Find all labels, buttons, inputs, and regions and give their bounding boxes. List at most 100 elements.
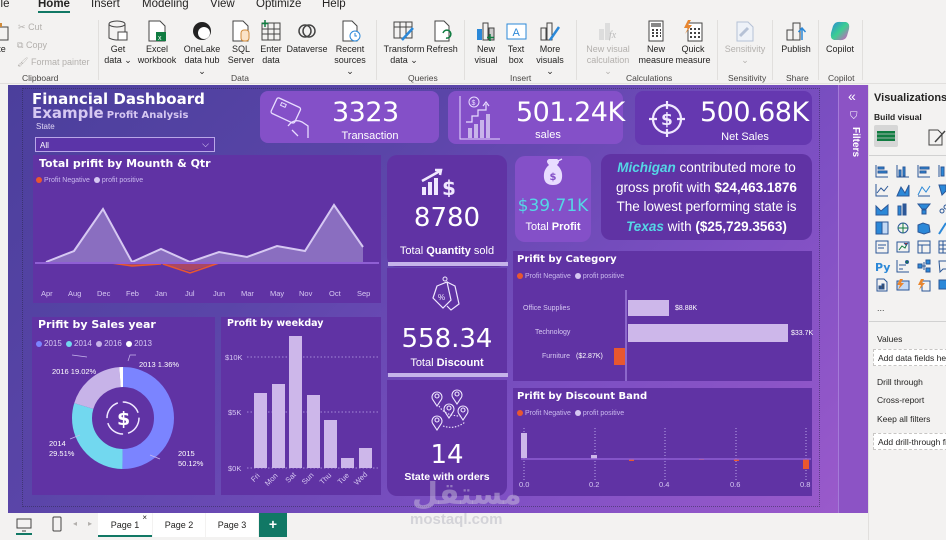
ribbon-tabs: ile Home Insert Modeling View Optimize H… <box>0 0 946 16</box>
copy-button[interactable]: ⧉ Copy <box>17 40 47 50</box>
divider <box>98 20 99 80</box>
get-data-button[interactable]: Get data ⌄ <box>104 20 132 66</box>
keep-all-filters-toggle-label[interactable]: Keep all filters <box>877 414 931 424</box>
paste-icon <box>0 20 16 42</box>
publish-icon <box>785 20 807 42</box>
page-tab-3[interactable]: Page 3 <box>206 513 258 537</box>
tab-help[interactable]: Help <box>322 0 346 10</box>
new-visual-calculation-button[interactable]: fx New visual calculation ⌄ <box>582 20 634 77</box>
filter-icon: ⛉ <box>850 111 858 122</box>
format-visual-tab[interactable] <box>927 127 946 147</box>
visual-calculation-icon: fx <box>597 20 619 42</box>
enter-data-button[interactable]: Enter data <box>257 20 285 66</box>
card-total-profit: $ $39.71K Total Profit <box>515 156 591 242</box>
brush-icon: 🖌 <box>17 57 29 67</box>
svg-text:$: $ <box>472 100 476 107</box>
phone-icon <box>52 516 62 532</box>
tab-home[interactable]: Home <box>38 0 70 13</box>
more-visuals-ellipsis[interactable]: ... <box>877 303 885 313</box>
category-bar-svg <box>614 290 788 381</box>
divider <box>772 20 773 80</box>
sensitivity-button[interactable]: Sensitivity ⌄ <box>722 20 768 66</box>
tab-view[interactable]: View <box>210 0 235 10</box>
group-label-clipboard: Clipboard <box>22 73 59 83</box>
build-visual-tab[interactable] <box>874 125 898 147</box>
tab-insert[interactable]: Insert <box>91 0 120 10</box>
desktop-view-button[interactable] <box>15 517 33 535</box>
add-page-button[interactable]: + <box>259 513 287 537</box>
tab-file[interactable]: ile <box>0 0 10 10</box>
map-pins-icon <box>431 389 469 431</box>
text-box-button[interactable]: A Text box <box>504 20 528 66</box>
new-visual-button[interactable]: New visual <box>472 20 500 66</box>
chart-profit-by-month: Total prifit by Mounth & Qtr Profit Nega… <box>33 155 381 303</box>
donut-chart-svg: $ <box>69 354 174 469</box>
svg-text:x: x <box>158 35 162 42</box>
transform-data-button[interactable]: Transform data ⌄ <box>383 20 425 66</box>
monitor-icon <box>16 518 32 535</box>
publish-button[interactable]: Publish <box>778 20 814 55</box>
dollar-target-icon: $ <box>649 101 685 137</box>
onelake-icon <box>191 20 213 42</box>
sql-server-button[interactable]: SQL Server <box>227 20 255 66</box>
scissors-icon: ✂ <box>18 22 26 32</box>
prev-page-arrow-icon[interactable]: ◂ <box>73 519 78 528</box>
cut-button[interactable]: ✂ Cut <box>18 22 43 32</box>
growth-dollar-icon: $ <box>421 168 456 197</box>
price-tags-icon: % <box>432 276 460 311</box>
svg-text:$: $ <box>117 408 130 430</box>
legend-dot-positive <box>93 177 100 183</box>
format-painter-button[interactable]: 🖌 Format painter <box>17 57 90 67</box>
dataverse-icon <box>296 20 318 42</box>
add-drill-through-well[interactable]: Add drill-through fields here <box>873 433 946 450</box>
onelake-data-hub-button[interactable]: OneLake data hub ⌄ <box>180 20 224 77</box>
chart-profit-by-sales-year: Prifit by Sales year 2015 2014 2016 2013… <box>32 317 215 495</box>
kpi-sales: $ 501.24K sales <box>448 91 625 144</box>
group-label-queries: Queries <box>408 73 438 83</box>
page-tab-1[interactable]: Page 1 × <box>98 513 152 537</box>
svg-text:fx: fx <box>609 30 617 41</box>
excel-workbook-button[interactable]: x Excel workbook <box>135 20 179 66</box>
chart-profit-by-discount-band: Prifit by Discount Band Profit Negative … <box>513 388 812 496</box>
recent-sources-icon <box>339 20 361 42</box>
expand-chevrons-icon[interactable]: « <box>848 88 856 104</box>
dashboard-subtitle: Example Profit Analysis <box>32 104 189 122</box>
page-tab-2[interactable]: Page 2 <box>153 513 205 537</box>
chart-legend: Profit Negative profit positive <box>517 410 624 417</box>
close-page-icon[interactable]: × <box>142 513 147 522</box>
format-paintbrush-icon <box>928 129 946 146</box>
refresh-button[interactable]: Refresh <box>426 20 458 55</box>
dataverse-button[interactable]: Dataverse <box>286 20 328 55</box>
paste-button[interactable]: te <box>0 20 10 55</box>
insight-text-box: Michigan contributed more to gross profi… <box>601 154 812 240</box>
tab-optimize[interactable]: Optimize <box>256 0 302 10</box>
copilot-button[interactable]: Copilot <box>822 20 858 55</box>
tab-modeling[interactable]: Modeling <box>142 0 189 10</box>
sql-icon <box>230 20 252 42</box>
chart-legend: Profit Negative profit positive <box>36 177 143 184</box>
state-filter-dropdown[interactable]: All ⌵ <box>35 137 215 152</box>
next-page-arrow-icon[interactable]: ▸ <box>88 519 93 528</box>
report-canvas: Financial Dashboard Example Profit Analys… <box>8 85 838 513</box>
card-total-quantity: $ 8780 Total Quantity sold <box>387 155 507 267</box>
group-label-sensitivity: Sensitivity <box>728 73 767 83</box>
chart-legend: Profit Negative profit positive <box>517 273 624 280</box>
cross-report-toggle-label[interactable]: Cross-report <box>877 395 925 405</box>
more-visuals-button[interactable]: More visuals ⌄ <box>532 20 568 77</box>
drill-through-label: Drill through <box>877 377 923 387</box>
area-chart-svg <box>35 203 379 274</box>
discount-band-svg <box>521 428 811 480</box>
watermark-latin: mostaql.com <box>410 511 503 528</box>
mobile-view-button[interactable] <box>50 516 64 534</box>
group-label-copilot: Copilot <box>828 73 855 83</box>
recent-sources-button[interactable]: Recent sources ⌄ <box>332 20 368 77</box>
filters-pane-collapsed[interactable]: « ⛉ Filters <box>838 85 868 513</box>
add-data-fields-well[interactable]: Add data fields here <box>873 349 946 366</box>
new-measure-button[interactable]: New measure <box>638 20 674 66</box>
quick-measure-button[interactable]: Quick measure <box>675 20 711 66</box>
divider <box>869 155 946 156</box>
copy-icon: ⧉ <box>17 40 24 50</box>
ribbon: te ✂ Cut ⧉ Copy 🖌 Format painter Clipboa… <box>0 16 946 84</box>
visual-type-gallery[interactable]: Py <box>875 164 946 299</box>
divider <box>717 20 718 80</box>
